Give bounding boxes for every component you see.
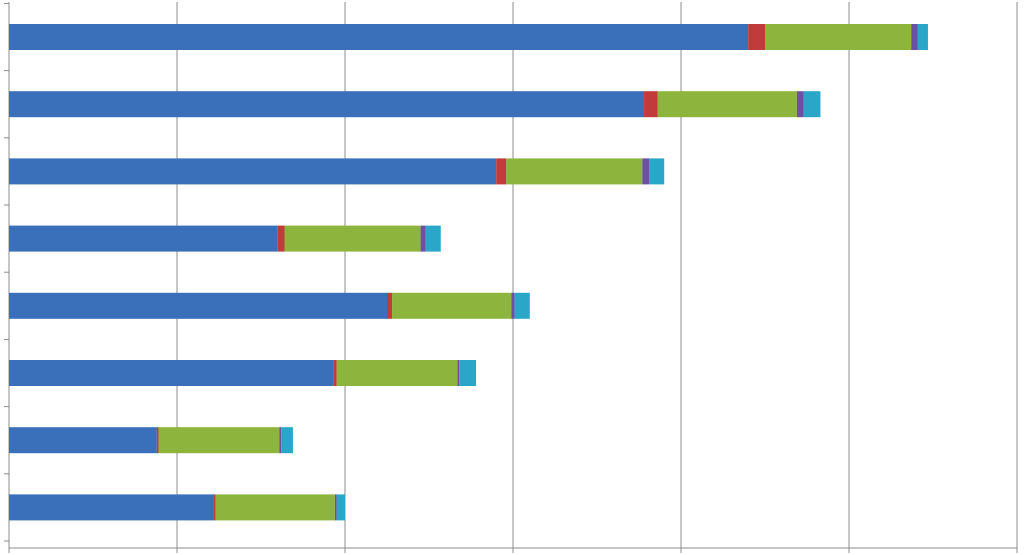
bar-segment-4 bbox=[334, 494, 337, 521]
bar-segment-3 bbox=[657, 91, 797, 118]
bar-segment-5 bbox=[649, 158, 665, 185]
bar-segment-1 bbox=[9, 292, 387, 319]
bar-segment-5 bbox=[917, 24, 928, 50]
bar-segment-2 bbox=[644, 91, 658, 118]
bar-segment-5 bbox=[803, 91, 821, 118]
bar-segment-4 bbox=[911, 24, 918, 50]
bar-segment-1 bbox=[9, 494, 214, 521]
bar-segment-4 bbox=[420, 225, 426, 252]
bar-segment-5 bbox=[425, 225, 441, 252]
bar-segment-5 bbox=[281, 427, 293, 454]
bar-segment-1 bbox=[9, 225, 278, 252]
bar-segment-1 bbox=[9, 91, 645, 118]
bar-segment-3 bbox=[765, 24, 912, 50]
bar-segment-3 bbox=[158, 427, 280, 454]
bar-segment-5 bbox=[336, 494, 345, 521]
bar-segment-4 bbox=[279, 427, 282, 454]
bar-segment-1 bbox=[9, 158, 497, 185]
bar-segment-1 bbox=[9, 427, 157, 454]
bar-segment-4 bbox=[796, 91, 804, 118]
bar-segment-2 bbox=[496, 158, 507, 185]
bar-segment-1 bbox=[9, 24, 749, 50]
bar-segment-2 bbox=[333, 360, 337, 386]
bar-segment-5 bbox=[459, 360, 477, 386]
bar-segment-2 bbox=[213, 494, 216, 521]
bar-segment-5 bbox=[514, 292, 530, 319]
bar-segment-3 bbox=[506, 158, 643, 185]
bar-segment-4 bbox=[511, 292, 515, 319]
bar-segment-1 bbox=[9, 360, 334, 386]
bar-segment-2 bbox=[748, 24, 765, 50]
bar-segment-2 bbox=[387, 292, 393, 319]
bar-segment-4 bbox=[457, 360, 460, 386]
bar-segment-2 bbox=[277, 225, 285, 252]
bar-segment-3 bbox=[215, 494, 335, 521]
bar-segment-4 bbox=[642, 158, 650, 185]
bar-segment-3 bbox=[336, 360, 458, 386]
bar-segment-2 bbox=[156, 427, 159, 454]
bar-segment-3 bbox=[392, 292, 512, 319]
bar-segment-3 bbox=[284, 225, 421, 252]
